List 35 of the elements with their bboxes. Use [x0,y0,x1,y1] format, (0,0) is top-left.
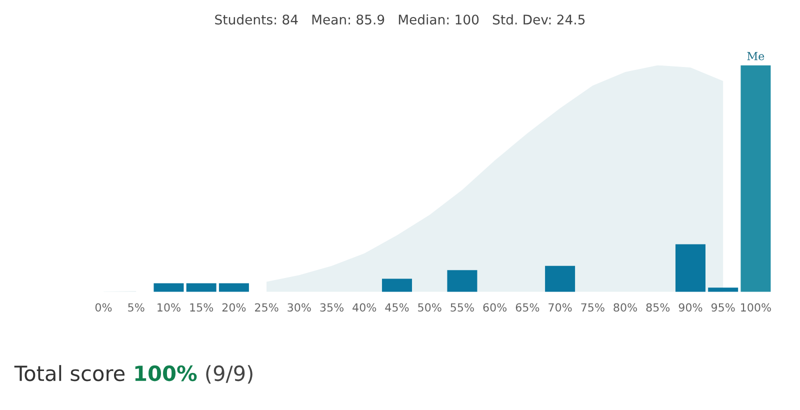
bar [740,65,771,292]
x-tick-label: 75% [581,303,604,312]
x-tick-label: 95% [711,303,735,312]
x-tick-label: 90% [678,303,702,312]
x-tick-label: 0% [95,303,112,312]
bar [186,283,216,292]
annotation: Me [747,52,764,60]
x-tick-label: 100% [741,303,771,312]
bar [218,283,249,292]
x-tick-label: 35% [320,303,344,312]
x-tick-label: 45% [385,303,409,312]
text: (9/9) [206,365,252,384]
x-tick-label: 15% [190,303,214,312]
x-tick-label: 40% [352,303,376,312]
x-tick-label: 20% [222,303,246,312]
x-tick-label: 25% [255,303,278,312]
text: Total score [14,365,125,382]
x-tick-label: 85% [646,303,670,312]
x-tick-label: 50% [418,303,442,312]
x-tick-label: 80% [614,303,637,312]
x-tick-label: 70% [548,303,572,312]
x-tick-label: 55% [450,303,474,312]
bar [545,266,576,292]
x-tick-label: 65% [516,303,540,312]
x-tick-label: 5% [128,303,144,312]
bar [708,288,738,292]
bar [447,270,478,292]
text: 100% [135,365,197,382]
bar [675,244,706,292]
x-tick-label: 30% [288,303,311,312]
chart-title: Students: 84 Mean: 85.9 Median: 100 Std. Dev: 24.5 [215,14,585,25]
x-tick-label: 10% [158,303,180,312]
bar [382,278,412,292]
bar [154,283,184,292]
x-tick-label: 60% [483,303,507,312]
